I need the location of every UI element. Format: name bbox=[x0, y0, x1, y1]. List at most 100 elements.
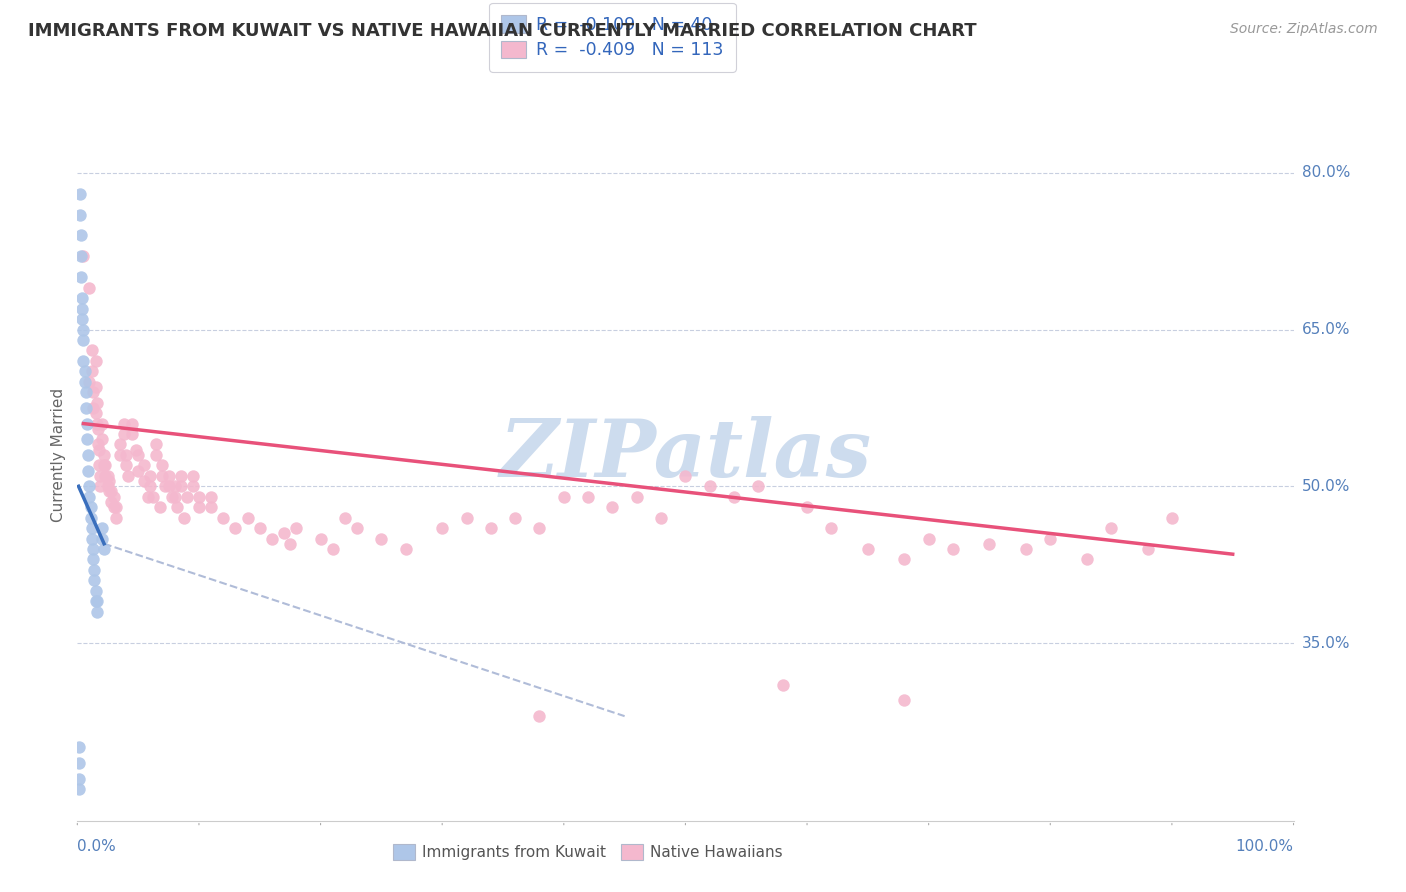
Point bbox=[112, 417, 135, 431]
Point bbox=[322, 541, 344, 556]
Point bbox=[70, 270, 93, 285]
Point bbox=[723, 490, 745, 504]
Point bbox=[1099, 521, 1122, 535]
Point bbox=[170, 479, 193, 493]
Point bbox=[97, 479, 120, 493]
Point bbox=[67, 772, 90, 786]
Point bbox=[80, 500, 103, 515]
Point bbox=[86, 417, 108, 431]
Point bbox=[93, 541, 115, 556]
Point bbox=[67, 740, 90, 755]
Point bbox=[395, 541, 418, 556]
Point bbox=[84, 594, 107, 608]
Point bbox=[80, 532, 103, 546]
Point bbox=[87, 422, 110, 436]
Point bbox=[236, 510, 259, 524]
Point bbox=[142, 490, 165, 504]
Point bbox=[112, 427, 135, 442]
Text: 100.0%: 100.0% bbox=[1236, 839, 1294, 855]
Point bbox=[70, 291, 93, 305]
Point bbox=[73, 364, 96, 378]
Point bbox=[188, 490, 211, 504]
Point bbox=[273, 526, 295, 541]
Point bbox=[333, 510, 356, 524]
Point bbox=[75, 401, 97, 415]
Point bbox=[626, 490, 648, 504]
Point bbox=[856, 541, 879, 556]
Point bbox=[97, 468, 120, 483]
Point bbox=[115, 448, 138, 462]
Point bbox=[772, 678, 794, 692]
Point bbox=[1136, 541, 1159, 556]
Point bbox=[1161, 510, 1184, 524]
Point bbox=[456, 510, 478, 524]
Point bbox=[796, 500, 818, 515]
Point bbox=[89, 479, 111, 493]
Point bbox=[69, 208, 91, 222]
Point bbox=[127, 464, 149, 478]
Point bbox=[67, 782, 90, 797]
Point bbox=[309, 532, 332, 546]
Point bbox=[212, 510, 235, 524]
Point bbox=[86, 605, 108, 619]
Text: 35.0%: 35.0% bbox=[1302, 635, 1350, 650]
Point bbox=[108, 448, 131, 462]
Point bbox=[249, 521, 271, 535]
Point bbox=[82, 401, 104, 415]
Point bbox=[602, 500, 624, 515]
Point bbox=[145, 448, 167, 462]
Point bbox=[136, 490, 159, 504]
Point bbox=[72, 322, 94, 336]
Point bbox=[650, 510, 672, 524]
Point bbox=[84, 380, 107, 394]
Point bbox=[278, 537, 301, 551]
Point bbox=[89, 442, 111, 457]
Point bbox=[918, 532, 941, 546]
Point bbox=[77, 464, 100, 478]
Point bbox=[76, 432, 98, 446]
Point bbox=[529, 709, 551, 723]
Point bbox=[86, 594, 108, 608]
Point bbox=[675, 468, 697, 483]
Point bbox=[90, 521, 112, 535]
Point bbox=[70, 249, 93, 263]
Point bbox=[163, 490, 186, 504]
Point bbox=[157, 479, 180, 493]
Point bbox=[160, 490, 183, 504]
Point bbox=[181, 479, 204, 493]
Point bbox=[93, 458, 115, 473]
Text: 65.0%: 65.0% bbox=[1302, 322, 1350, 337]
Point bbox=[94, 458, 117, 473]
Point bbox=[163, 479, 186, 493]
Point bbox=[72, 354, 94, 368]
Point bbox=[89, 468, 111, 483]
Point bbox=[503, 510, 526, 524]
Point bbox=[83, 563, 105, 577]
Point bbox=[73, 375, 96, 389]
Point bbox=[200, 490, 222, 504]
Point bbox=[100, 484, 122, 499]
Point bbox=[94, 468, 117, 483]
Point bbox=[134, 458, 156, 473]
Point bbox=[76, 417, 98, 431]
Point bbox=[117, 468, 139, 483]
Text: Source: ZipAtlas.com: Source: ZipAtlas.com bbox=[1230, 22, 1378, 37]
Point bbox=[979, 537, 1001, 551]
Point bbox=[97, 484, 120, 499]
Point bbox=[67, 756, 90, 771]
Point bbox=[97, 474, 120, 488]
Point bbox=[82, 385, 104, 400]
Point bbox=[127, 448, 149, 462]
Point bbox=[79, 479, 101, 493]
Point bbox=[80, 343, 103, 358]
Point bbox=[115, 458, 138, 473]
Point bbox=[103, 500, 125, 515]
Point bbox=[346, 521, 368, 535]
Point bbox=[80, 510, 103, 524]
Point bbox=[82, 552, 104, 566]
Point bbox=[152, 468, 174, 483]
Point bbox=[87, 437, 110, 451]
Point bbox=[942, 541, 965, 556]
Point bbox=[90, 432, 112, 446]
Point bbox=[1015, 541, 1038, 556]
